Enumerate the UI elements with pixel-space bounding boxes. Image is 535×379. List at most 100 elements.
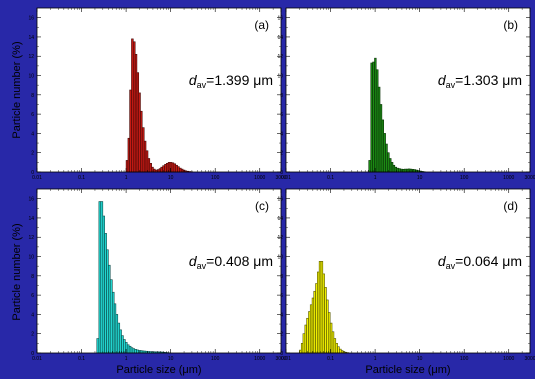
- panel-label: (d): [503, 199, 518, 213]
- average-size-annotation: dav=0.064 μm: [438, 253, 522, 271]
- x-tick-label: 1000: [503, 356, 514, 362]
- y-tick-label: 2: [280, 332, 283, 338]
- y-tick-label: 2: [280, 151, 283, 157]
- y-tick-label: 0: [31, 170, 34, 176]
- x-tick-label: 10: [417, 356, 423, 362]
- x-tick-label: 1000: [503, 175, 514, 181]
- y-tick-label: 12: [28, 235, 34, 241]
- y-tick-label: 6: [31, 293, 34, 299]
- y-tick-label: 14: [277, 216, 283, 222]
- x-tick-label: 0.1: [78, 175, 85, 181]
- y-tick-label: 10: [28, 255, 34, 261]
- x-tick-label: 0.01: [32, 175, 42, 181]
- annotation-symbol: d: [189, 72, 198, 88]
- y-tick-label: 14: [277, 35, 283, 41]
- y-tick-label: 12: [277, 54, 283, 60]
- x-tick-label: 0.01: [281, 175, 291, 181]
- x-tick-label: 100: [211, 356, 220, 362]
- x-tick-label: 1: [374, 175, 377, 181]
- y-tick-label: 16: [28, 197, 34, 203]
- x-tick-label: 3000: [524, 175, 535, 181]
- y-tick-label: 6: [280, 293, 283, 299]
- panel-label: (b): [503, 18, 518, 32]
- y-tick-label: 4: [280, 131, 283, 137]
- x-tick-label: 0.1: [78, 356, 85, 362]
- x-tick-label: 3000: [275, 356, 286, 362]
- annotation-subscript: av: [197, 261, 207, 271]
- y-tick-label: 0: [280, 170, 283, 176]
- y-tick-label: 0: [31, 351, 34, 357]
- y-tick-label: 12: [28, 54, 34, 60]
- histogram-bar: [403, 168, 407, 173]
- annotation-symbol: d: [189, 253, 198, 269]
- histogram-bar: [100, 201, 104, 354]
- x-tick-label: 100: [211, 175, 220, 181]
- x-tick-label: 0.1: [327, 175, 334, 181]
- plot-frame: [36, 7, 282, 173]
- plot-area: [286, 8, 530, 172]
- plot-frame: [285, 188, 531, 354]
- y-tick-label: 2: [31, 332, 34, 338]
- y-tick-label: 16: [277, 16, 283, 22]
- plot-frame: [285, 7, 531, 173]
- annotation-subscript: av: [446, 261, 456, 271]
- y-tick-label: 8: [31, 93, 34, 99]
- y-tick-label: 0: [280, 351, 283, 357]
- annotation-value: =1.303 μm: [455, 72, 522, 88]
- x-tick-label: 0.01: [32, 356, 42, 362]
- x-tick-label: 1: [374, 356, 377, 362]
- x-tick-label: 1000: [254, 356, 265, 362]
- x-tick-label: 3000: [275, 175, 286, 181]
- x-tick-label: 10: [417, 175, 423, 181]
- annotation-symbol: d: [438, 72, 447, 88]
- x-tick-label: 0.1: [327, 356, 334, 362]
- panel-label: (c): [255, 199, 269, 213]
- histogram-bar: [109, 279, 113, 354]
- y-tick-label: 10: [277, 255, 283, 261]
- y-tick-label: 6: [31, 112, 34, 118]
- average-size-annotation: dav=1.399 μm: [189, 72, 273, 90]
- y-tick-label: 8: [31, 274, 34, 280]
- y-axis-label-bottom: Particle number (%): [11, 223, 23, 320]
- y-tick-label: 8: [280, 93, 283, 99]
- average-size-annotation: dav=1.303 μm: [438, 72, 522, 90]
- y-tick-label: 10: [277, 74, 283, 80]
- y-tick-label: 12: [277, 235, 283, 241]
- plot-area: [37, 8, 281, 172]
- annotation-value: =0.064 μm: [455, 253, 522, 269]
- y-tick-label: 2: [31, 151, 34, 157]
- annotation-symbol: d: [438, 253, 447, 269]
- y-tick-label: 16: [277, 197, 283, 203]
- annotation-subscript: av: [446, 80, 456, 90]
- x-tick-label: 10: [168, 356, 174, 362]
- y-tick-label: 14: [28, 216, 34, 222]
- y-tick-label: 16: [28, 16, 34, 22]
- x-tick-label: 100: [460, 356, 469, 362]
- x-tick-label: 0.01: [281, 356, 291, 362]
- plot-frame: [36, 188, 282, 354]
- histogram-bar: [96, 338, 100, 354]
- x-tick-label: 10: [168, 175, 174, 181]
- y-tick-label: 10: [28, 74, 34, 80]
- x-tick-label: 1: [125, 356, 128, 362]
- plot-area: [37, 189, 281, 353]
- y-axis-label-top: Particle number (%): [11, 41, 23, 138]
- y-tick-label: 4: [280, 312, 283, 318]
- y-tick-label: 4: [31, 312, 34, 318]
- annotation-subscript: av: [197, 80, 207, 90]
- x-tick-label: 3000: [524, 356, 535, 362]
- x-tick-label: 1: [125, 175, 128, 181]
- y-tick-label: 4: [31, 131, 34, 137]
- annotation-value: =1.399 μm: [206, 72, 273, 88]
- x-axis-label-right: Particle size (μm): [365, 364, 450, 376]
- panel-label: (a): [254, 18, 269, 32]
- histogram-bar: [368, 160, 372, 173]
- y-tick-label: 8: [280, 274, 283, 280]
- annotation-value: =0.408 μm: [206, 253, 273, 269]
- y-tick-label: 6: [280, 112, 283, 118]
